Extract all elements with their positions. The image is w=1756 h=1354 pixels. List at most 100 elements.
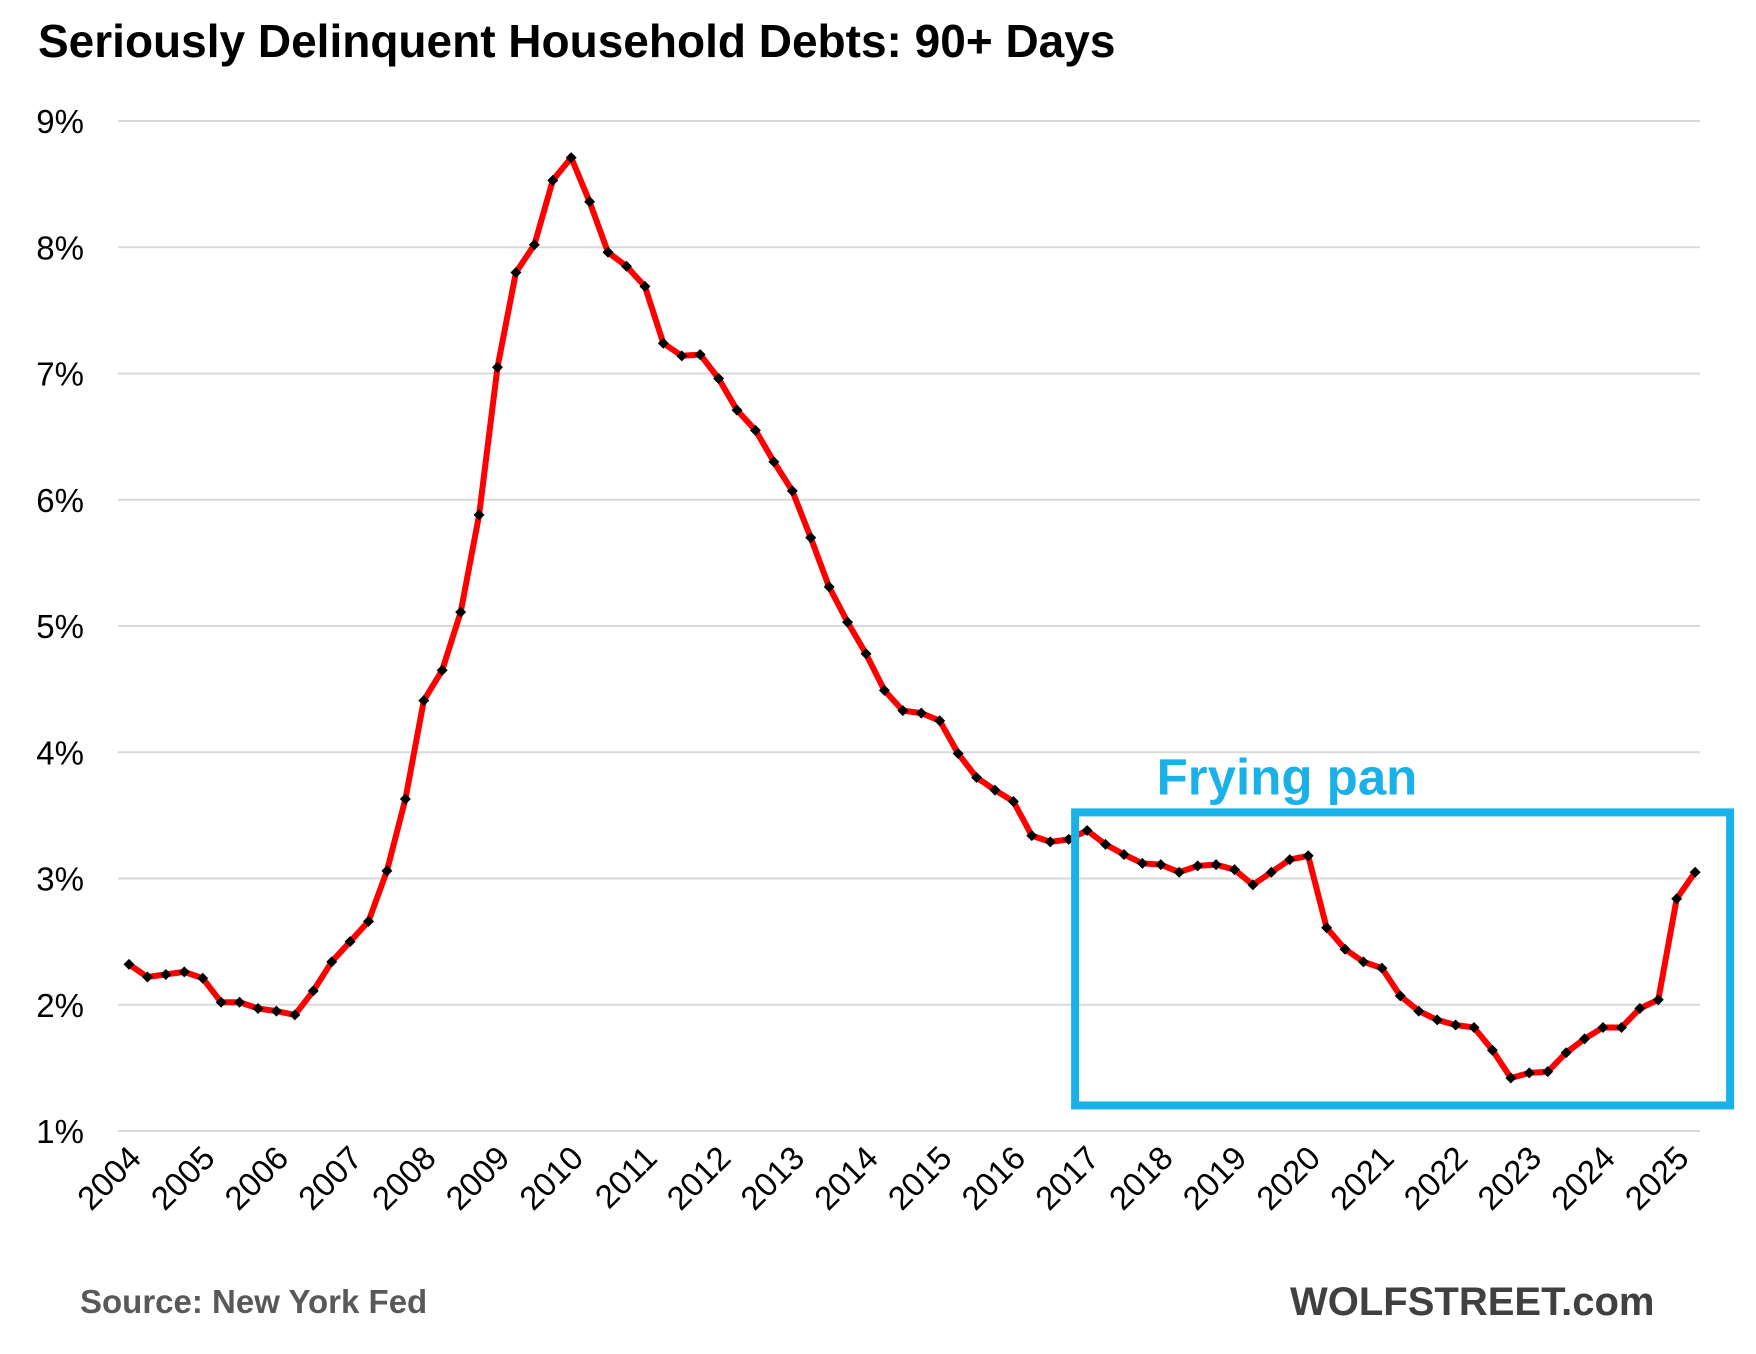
data-point — [1302, 850, 1314, 862]
data-point — [510, 267, 522, 278]
x-tick-label: 2009 — [438, 1139, 516, 1217]
data-point — [1192, 860, 1204, 872]
series-markers — [123, 152, 1701, 1084]
data-point — [602, 246, 614, 258]
x-tick-label: 2016 — [954, 1139, 1032, 1217]
data-point — [141, 971, 153, 983]
data-point — [399, 793, 411, 805]
data-point — [1173, 866, 1185, 878]
data-point — [620, 260, 632, 272]
data-point — [786, 485, 798, 497]
data-point — [270, 1005, 282, 1017]
data-point — [528, 239, 540, 251]
data-point — [989, 784, 1001, 796]
data-point — [307, 985, 319, 997]
data-point — [1229, 864, 1240, 876]
x-tick-label: 2004 — [70, 1139, 148, 1217]
data-point — [731, 404, 743, 416]
data-point — [252, 1003, 264, 1015]
data-point — [1615, 1021, 1627, 1033]
data-point — [878, 684, 890, 696]
x-tick-label: 2022 — [1396, 1139, 1474, 1217]
x-tick-label: 2015 — [881, 1139, 959, 1217]
x-tick-label: 2008 — [365, 1139, 443, 1217]
data-point — [492, 361, 503, 373]
y-tick-label: 4% — [36, 734, 84, 771]
series-line-path — [126, 154, 1699, 1081]
data-point — [381, 865, 393, 877]
data-point — [749, 424, 761, 436]
gridlines — [118, 120, 1700, 1132]
data-point — [1542, 1066, 1554, 1078]
data-point — [1431, 1014, 1443, 1026]
data-point — [1044, 836, 1056, 848]
x-tick-label: 2020 — [1249, 1139, 1327, 1217]
x-tick-label: 2017 — [1028, 1139, 1106, 1217]
x-tick-label: 2019 — [1175, 1139, 1253, 1217]
data-point — [436, 664, 448, 676]
data-point — [1450, 1019, 1462, 1031]
y-tick-label: 6% — [36, 482, 84, 519]
data-point — [289, 1009, 301, 1021]
brand-watermark: WOLFSTREET.com — [1290, 1280, 1655, 1324]
y-tick-label: 7% — [36, 356, 84, 393]
data-point — [215, 996, 227, 1008]
data-point — [473, 509, 485, 521]
x-tick-label: 2010 — [512, 1139, 590, 1217]
data-point — [934, 715, 946, 727]
data-point — [1357, 956, 1369, 968]
x-axis-tick-labels: 2004200520062007200820092010201120122013… — [70, 1139, 1696, 1217]
data-point — [1026, 830, 1038, 842]
data-point — [1505, 1072, 1517, 1084]
y-tick-label: 9% — [36, 103, 84, 140]
data-point — [1118, 849, 1130, 861]
data-point — [234, 996, 246, 1008]
data-point — [1321, 922, 1333, 934]
data-point — [363, 915, 375, 927]
data-point — [1468, 1021, 1480, 1033]
data-point — [160, 968, 172, 980]
data-point — [197, 972, 209, 984]
x-tick-label: 2024 — [1544, 1139, 1622, 1217]
x-tick-label: 2011 — [588, 1139, 664, 1215]
data-point — [1579, 1033, 1591, 1045]
chart-title: Seriously Delinquent Household Debts: 90… — [38, 15, 1116, 67]
data-point — [971, 772, 983, 783]
data-point — [1210, 859, 1222, 871]
y-axis-tick-labels: 1% 2% 3% 4% 5% 6% 7% 8% 9% — [36, 103, 84, 1150]
data-point — [1523, 1067, 1535, 1079]
data-point — [823, 581, 835, 593]
x-tick-label: 2013 — [733, 1139, 811, 1217]
data-point — [1413, 1005, 1425, 1017]
data-point — [547, 174, 559, 186]
data-point — [713, 373, 725, 385]
data-point — [418, 694, 430, 706]
data-point — [1486, 1044, 1498, 1056]
data-point — [326, 956, 338, 968]
data-point — [1136, 857, 1148, 869]
frying-pan-annotation: Frying pan — [1071, 748, 1735, 1110]
data-point — [1671, 893, 1683, 905]
data-point — [178, 966, 190, 978]
data-point — [123, 958, 135, 970]
series-line — [126, 154, 1699, 1081]
annotation-box — [1071, 808, 1735, 1110]
y-tick-label: 8% — [36, 229, 84, 266]
data-point — [1634, 1003, 1646, 1015]
data-point — [676, 350, 688, 362]
data-point — [455, 606, 467, 618]
data-point — [1007, 795, 1019, 807]
data-point — [897, 705, 909, 717]
data-point — [1652, 994, 1664, 1006]
source-note: Source: New York Fed — [80, 1283, 428, 1320]
x-tick-label: 2023 — [1470, 1139, 1548, 1217]
data-point — [1284, 854, 1296, 866]
y-tick-label: 5% — [36, 608, 84, 645]
x-tick-label: 2014 — [807, 1139, 885, 1217]
x-tick-label: 2018 — [1102, 1139, 1180, 1217]
y-tick-label: 1% — [36, 1113, 84, 1150]
data-point — [1100, 838, 1112, 850]
data-point — [1394, 990, 1406, 1002]
data-point — [1081, 825, 1093, 837]
